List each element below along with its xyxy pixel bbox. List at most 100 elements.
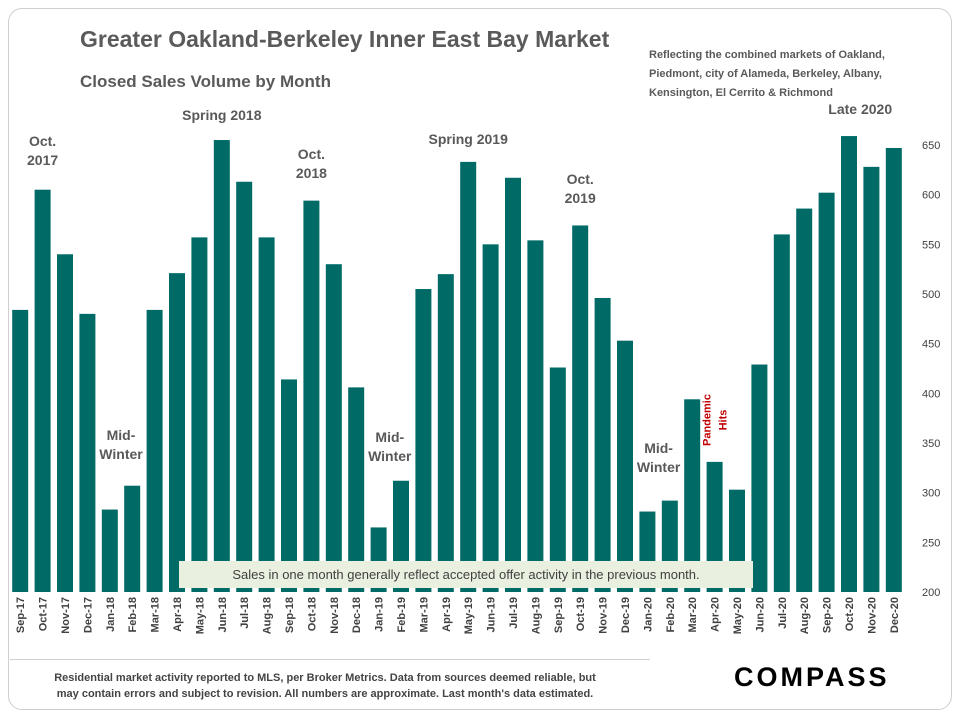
bar-Dec-19 bbox=[617, 340, 633, 592]
annotation-pandemic-hits: Pandemic bbox=[702, 394, 714, 446]
x-tick-label: Dec-20 bbox=[889, 597, 901, 633]
bar-Nov-17 bbox=[57, 254, 73, 592]
x-tick-label: Oct-17 bbox=[38, 597, 50, 631]
bar-Nov-19 bbox=[594, 297, 611, 592]
footer-disclaimer: Residential market activity reported to … bbox=[20, 670, 630, 702]
bar-Oct-20 bbox=[841, 136, 857, 592]
footer-line-2: may contain errors and subject to revisi… bbox=[56, 688, 594, 700]
annotation-label: Oct. bbox=[567, 171, 594, 187]
bar-Apr-18 bbox=[169, 273, 185, 592]
x-tick-label: Nov-17 bbox=[60, 597, 72, 634]
bar-Jul-18 bbox=[236, 181, 253, 592]
bar-Aug-18 bbox=[258, 237, 275, 592]
bar-Jul-20 bbox=[773, 234, 790, 592]
annotation-label: Winter bbox=[99, 446, 143, 462]
x-tick-label: Jan-18 bbox=[105, 597, 117, 632]
x-tick-label: Feb-18 bbox=[127, 597, 139, 632]
x-tick-label: Apr-20 bbox=[710, 597, 722, 632]
bar-Aug-19 bbox=[527, 240, 544, 593]
bar-Aug-20 bbox=[796, 208, 813, 592]
annotation-label: 2018 bbox=[296, 165, 327, 181]
footer-line-1: Residential market activity reported to … bbox=[54, 672, 596, 684]
bar-Mar-18 bbox=[146, 309, 163, 592]
y-tick-label: 600 bbox=[922, 190, 940, 202]
annotation-label: Spring 2018 bbox=[182, 107, 262, 123]
x-tick-label: Nov-19 bbox=[598, 597, 610, 634]
bar-Jul-19 bbox=[505, 177, 521, 592]
bar-Nov-18 bbox=[325, 264, 342, 592]
bar-Jun-20 bbox=[751, 364, 768, 592]
x-tick-label: Sep-19 bbox=[553, 597, 565, 633]
annotation-label: Late 2020 bbox=[828, 101, 892, 117]
bar-Nov-20 bbox=[863, 166, 880, 592]
bar-Jun-19 bbox=[482, 244, 499, 593]
annotation-label: Oct. bbox=[298, 146, 325, 162]
x-tick-label: Jan-19 bbox=[374, 597, 386, 632]
bar-Oct-17 bbox=[34, 189, 51, 592]
x-tick-label: Jul-18 bbox=[239, 597, 251, 629]
bar-Apr-20 bbox=[706, 461, 723, 592]
x-tick-label: Dec-17 bbox=[82, 597, 94, 633]
bar-Sep-20 bbox=[818, 192, 835, 592]
x-tick-label: Feb-19 bbox=[396, 597, 408, 632]
x-tick-label: Jul-20 bbox=[777, 597, 789, 629]
y-tick-label: 500 bbox=[922, 289, 940, 301]
compass-logo: COMPASS bbox=[734, 662, 890, 692]
annotation-label: Mid- bbox=[375, 429, 404, 445]
y-tick-label: 650 bbox=[922, 140, 940, 152]
x-tick-label: Nov-20 bbox=[866, 597, 878, 634]
x-tick-label: Aug-18 bbox=[262, 597, 274, 634]
bar-Dec-18 bbox=[348, 387, 365, 592]
x-tick-label: May-20 bbox=[732, 597, 744, 634]
y-tick-label: 350 bbox=[922, 438, 940, 450]
bar-Oct-18 bbox=[303, 200, 320, 593]
x-tick-label: Oct-18 bbox=[306, 597, 318, 631]
bar-May-19 bbox=[460, 161, 477, 593]
y-tick-label: 550 bbox=[922, 239, 940, 251]
x-tick-label: Jan-20 bbox=[642, 597, 654, 632]
annotation-label: Spring 2019 bbox=[429, 131, 509, 147]
y-tick-label: 400 bbox=[922, 388, 940, 400]
bar-Mar-20 bbox=[684, 399, 701, 592]
bar-Feb-18 bbox=[124, 485, 141, 592]
chart-subtitle: Closed Sales Volume by Month bbox=[80, 72, 331, 91]
x-tick-label: Jun-18 bbox=[217, 597, 229, 632]
x-tick-label: Sep-17 bbox=[15, 597, 27, 633]
bar-May-18 bbox=[191, 237, 208, 592]
x-tick-label: Aug-20 bbox=[799, 597, 811, 634]
x-tick-label: Apr-19 bbox=[441, 597, 453, 632]
chart-frame bbox=[8, 8, 952, 710]
x-tick-label: Mar-18 bbox=[150, 597, 162, 632]
caption-text: Sales in one month generally reflect acc… bbox=[232, 567, 699, 582]
x-tick-label: Jun-20 bbox=[754, 597, 766, 632]
x-tick-label: May-19 bbox=[463, 597, 475, 634]
annotation-label: Oct. bbox=[29, 133, 56, 149]
y-tick-label: 300 bbox=[922, 488, 940, 500]
market-note: Reflecting the combined markets of Oakla… bbox=[649, 49, 885, 99]
y-tick-label: 200 bbox=[922, 587, 940, 599]
x-tick-label: Mar-20 bbox=[687, 597, 699, 632]
bar-Jun-18 bbox=[213, 140, 230, 593]
x-tick-label: Apr-18 bbox=[172, 597, 184, 632]
x-tick-label: Dec-18 bbox=[351, 597, 363, 633]
x-tick-label: Jul-19 bbox=[508, 597, 520, 629]
x-tick-label: Sep-18 bbox=[284, 597, 296, 633]
annotation-label: Mid- bbox=[107, 427, 136, 443]
x-tick-label: May-18 bbox=[194, 597, 206, 634]
annotation-label: 2017 bbox=[27, 152, 58, 168]
chart-title: Greater Oakland-Berkeley Inner East Bay … bbox=[80, 26, 610, 52]
caption-box bbox=[179, 561, 753, 588]
x-tick-label: Feb-20 bbox=[665, 597, 677, 632]
x-tick-label: Sep-20 bbox=[822, 597, 834, 633]
bar-Jan-18 bbox=[101, 509, 118, 592]
x-tick-label: Nov-18 bbox=[329, 597, 341, 634]
x-tick-label: Oct-20 bbox=[844, 597, 856, 631]
footer-divider bbox=[10, 659, 650, 660]
bar-Oct-19 bbox=[572, 225, 589, 592]
bar-Sep-19 bbox=[549, 367, 566, 592]
x-tick-label: Aug-19 bbox=[530, 597, 542, 634]
y-tick-label: 450 bbox=[922, 339, 940, 351]
bar-Sep-17 bbox=[12, 309, 29, 592]
x-tick-label: Jun-19 bbox=[486, 597, 498, 632]
